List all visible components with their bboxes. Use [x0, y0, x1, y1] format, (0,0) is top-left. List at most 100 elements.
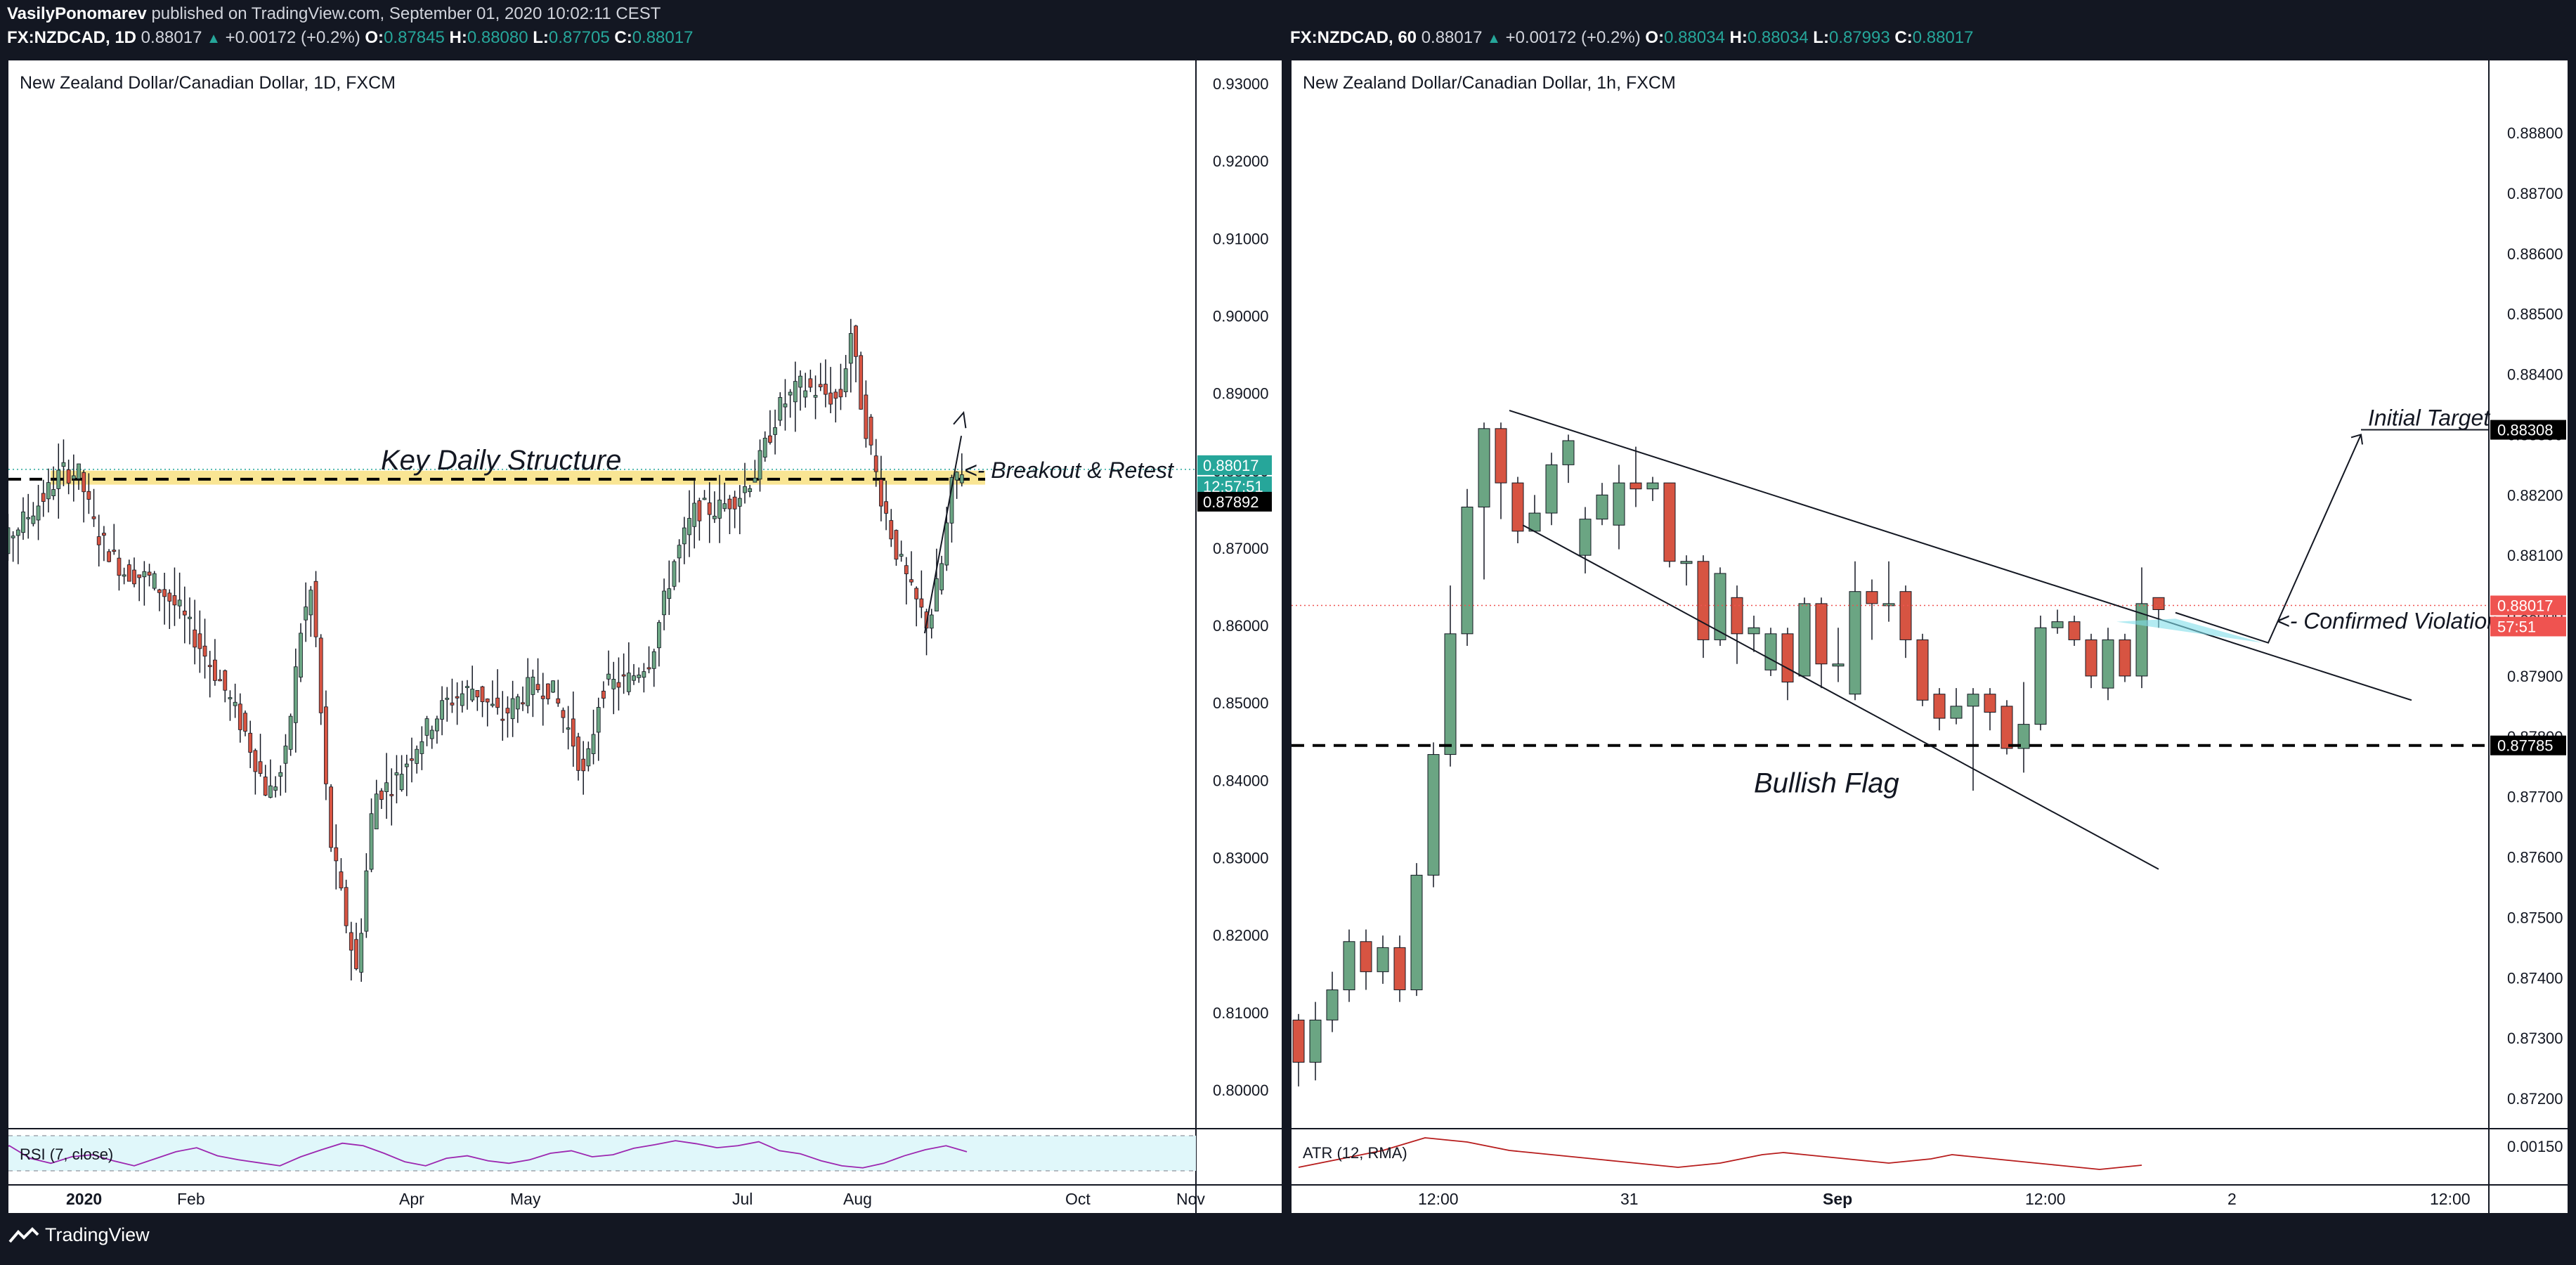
daily-candle-body: [889, 520, 894, 540]
daily-candle-body: [682, 527, 687, 545]
hourly-candle-body: [2001, 706, 2013, 749]
daily-candle-body: [172, 595, 177, 606]
daily-candle-body: [642, 671, 646, 678]
up-arrow-icon: ▲: [207, 31, 221, 46]
daily-candle-body: [470, 689, 475, 701]
hourly-candle-body: [2068, 621, 2081, 640]
daily-candle-body: [329, 786, 333, 848]
left-y-tick-label: 0.90000: [1213, 307, 1269, 325]
daily-candle-body: [86, 491, 91, 500]
right-chart-svg[interactable]: 0.88800 0.88700 0.88600 0.88500 0.88400 0.883…: [1292, 60, 2568, 1213]
hourly-candle-body: [1495, 428, 1507, 484]
tradingview-brand[interactable]: TradingView: [8, 1224, 150, 1246]
right-symbol[interactable]: FX:NZDCAD, 60: [1290, 28, 1417, 47]
daily-candle-body: [344, 887, 349, 926]
daily-candle-body: [692, 502, 697, 527]
daily-candle-body: [944, 522, 949, 566]
daily-candle-body: [732, 496, 737, 510]
left-chart-panel[interactable]: New Zealand Dollar/Canadian Dollar, 1D, …: [8, 60, 1282, 1213]
daily-candle-body: [713, 515, 717, 519]
daily-candle-body: [248, 732, 253, 753]
daily-candle-body: [651, 651, 656, 669]
hourly-candle-body: [1613, 482, 1625, 526]
hourly-candle-body: [1461, 506, 1474, 635]
left-level-tag: 0.87892: [1203, 493, 1259, 511]
left-price-tag-bg: [1197, 455, 1272, 475]
daily-candle-body: [359, 933, 364, 973]
daily-candle-body: [798, 375, 802, 388]
left-y-tick-label: 0.83000: [1213, 849, 1269, 867]
daily-candle-body: [808, 378, 813, 388]
daily-candle-body: [218, 679, 222, 682]
daily-candle-body: [697, 500, 702, 521]
daily-candle-body: [672, 561, 677, 587]
flag-upper-trendline: [1509, 410, 2412, 701]
right-y-tick-label: 0.88800: [2507, 124, 2563, 142]
daily-candle-body: [339, 871, 344, 888]
daily-candle-body: [657, 622, 661, 649]
hourly-candle-body: [1360, 941, 1372, 973]
daily-candle-body: [581, 758, 586, 772]
left-y-tick-label: 0.81000: [1213, 1004, 1269, 1022]
daily-candle-body: [753, 477, 757, 483]
daily-candle-body: [419, 741, 424, 754]
daily-candle-body: [616, 682, 621, 688]
left-open: 0.87845: [384, 28, 445, 47]
hourly-candle-body: [1646, 482, 1659, 490]
violation-highlight: [2116, 618, 2263, 643]
right-chart-panel[interactable]: New Zealand Dollar/Canadian Dollar, 1h, …: [1292, 60, 2568, 1213]
daily-candle-body: [864, 394, 869, 439]
daily-candle-body: [137, 574, 142, 578]
author-name[interactable]: VasilyPonomarev: [7, 4, 147, 23]
right-x-tick-label: 31: [1620, 1190, 1639, 1208]
right-change: +0.00172 (+0.2%): [1505, 28, 1641, 47]
left-y-tick-label: 0.84000: [1213, 772, 1269, 789]
daily-candle-body: [429, 729, 434, 739]
daily-candle-body: [213, 659, 217, 681]
daily-candle-body: [26, 517, 31, 519]
daily-candle-body: [899, 554, 904, 557]
rsi-band: [8, 1136, 1196, 1171]
key-daily-structure-label: Key Daily Structure: [381, 445, 621, 476]
hourly-candle-body: [1545, 464, 1558, 514]
daily-candle-body: [379, 791, 384, 800]
left-symbol[interactable]: FX:NZDCAD, 1D: [7, 28, 136, 47]
daily-candle-body: [743, 486, 747, 493]
publication-line: VasilyPonomarev published on TradingView…: [7, 4, 661, 24]
daily-candle-body: [202, 645, 207, 657]
daily-candle-body: [112, 550, 117, 552]
hourly-candle-body: [1764, 633, 1777, 670]
hourly-candle-body: [1596, 494, 1608, 520]
right-symbol-legend: FX:NZDCAD, 60 0.88017 ▲ +0.00172 (+0.2%)…: [1290, 28, 1974, 47]
daily-candle-body: [223, 670, 228, 691]
daily-candle-body: [526, 677, 531, 706]
hourly-candle-body: [1427, 754, 1440, 876]
daily-candle-body: [737, 498, 742, 507]
daily-candle-body: [334, 847, 339, 862]
daily-candle-body: [117, 557, 122, 576]
daily-candle-body: [485, 699, 490, 703]
left-chart-svg[interactable]: 0.93000 0.92000 0.91000 0.90000 0.89000 0.880…: [8, 60, 1282, 1213]
confirmed-violation-label: <- Confirmed Violation: [2277, 609, 2499, 634]
hourly-candle-body: [1292, 1019, 1305, 1063]
left-y-tick-label: 0.80000: [1213, 1082, 1269, 1099]
right-close: 0.88017: [1912, 28, 1974, 47]
retest-arrow-head: [953, 410, 967, 429]
left-x-tick-label: Nov: [1176, 1190, 1205, 1208]
daily-candle-body: [914, 588, 919, 599]
target-path-line: [2175, 434, 2362, 644]
daily-candle-body: [228, 697, 233, 699]
right-x-tick-label: 12:00: [2025, 1190, 2066, 1208]
daily-candle-body: [233, 701, 238, 706]
tradingview-logo-icon: [8, 1226, 39, 1243]
daily-candle-body: [162, 589, 167, 597]
daily-candle-body: [77, 463, 81, 479]
daily-candle-body: [268, 785, 273, 798]
atr-line: [1298, 1137, 2142, 1170]
daily-candle-body: [182, 610, 187, 616]
left-last-price: 0.88017: [141, 28, 202, 47]
right-y-tick-label: 0.87900: [2507, 668, 2563, 685]
right-price-tag: 0.88017: [2497, 597, 2554, 614]
daily-candle-body: [152, 573, 157, 589]
daily-candle-body: [132, 569, 136, 585]
